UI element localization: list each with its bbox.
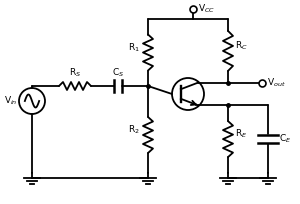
Text: R$_2$: R$_2$ xyxy=(128,124,140,136)
Text: C$_S$: C$_S$ xyxy=(112,67,124,79)
Text: V$_{CC}$: V$_{CC}$ xyxy=(198,3,215,15)
Text: V$_{out}$: V$_{out}$ xyxy=(267,76,286,89)
Text: R$_S$: R$_S$ xyxy=(69,67,81,79)
Text: R$_C$: R$_C$ xyxy=(235,40,248,52)
Text: R$_E$: R$_E$ xyxy=(235,128,247,140)
Text: V$_{in}$: V$_{in}$ xyxy=(4,95,18,107)
Text: C$_E$: C$_E$ xyxy=(279,133,291,145)
Text: R$_1$: R$_1$ xyxy=(128,41,140,54)
